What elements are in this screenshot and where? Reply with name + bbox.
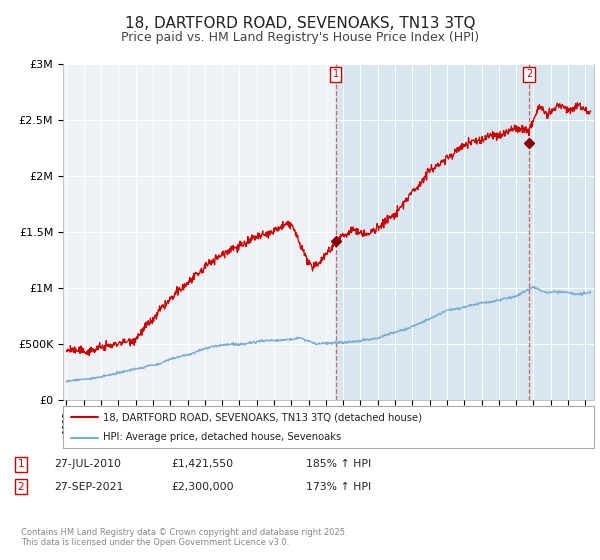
Text: 18, DARTFORD ROAD, SEVENOAKS, TN13 3TQ: 18, DARTFORD ROAD, SEVENOAKS, TN13 3TQ	[125, 16, 475, 31]
Text: 1: 1	[17, 459, 25, 469]
Bar	[336, 64, 594, 400]
Text: 27-JUL-2010: 27-JUL-2010	[54, 459, 121, 469]
Text: 173% ↑ HPI: 173% ↑ HPI	[306, 482, 371, 492]
Text: 18, DARTFORD ROAD, SEVENOAKS, TN13 3TQ (detached house): 18, DARTFORD ROAD, SEVENOAKS, TN13 3TQ (…	[103, 412, 422, 422]
Text: Contains HM Land Registry data © Crown copyright and database right 2025.
This d: Contains HM Land Registry data © Crown c…	[21, 528, 347, 547]
Text: £2,300,000: £2,300,000	[171, 482, 233, 492]
Text: 27-SEP-2021: 27-SEP-2021	[54, 482, 124, 492]
Text: 185% ↑ HPI: 185% ↑ HPI	[306, 459, 371, 469]
Text: 1: 1	[333, 69, 339, 80]
Text: £1,421,550: £1,421,550	[171, 459, 233, 469]
Text: Price paid vs. HM Land Registry's House Price Index (HPI): Price paid vs. HM Land Registry's House …	[121, 31, 479, 44]
Text: 2: 2	[526, 69, 532, 80]
Text: HPI: Average price, detached house, Sevenoaks: HPI: Average price, detached house, Seve…	[103, 432, 341, 442]
Text: 2: 2	[17, 482, 25, 492]
